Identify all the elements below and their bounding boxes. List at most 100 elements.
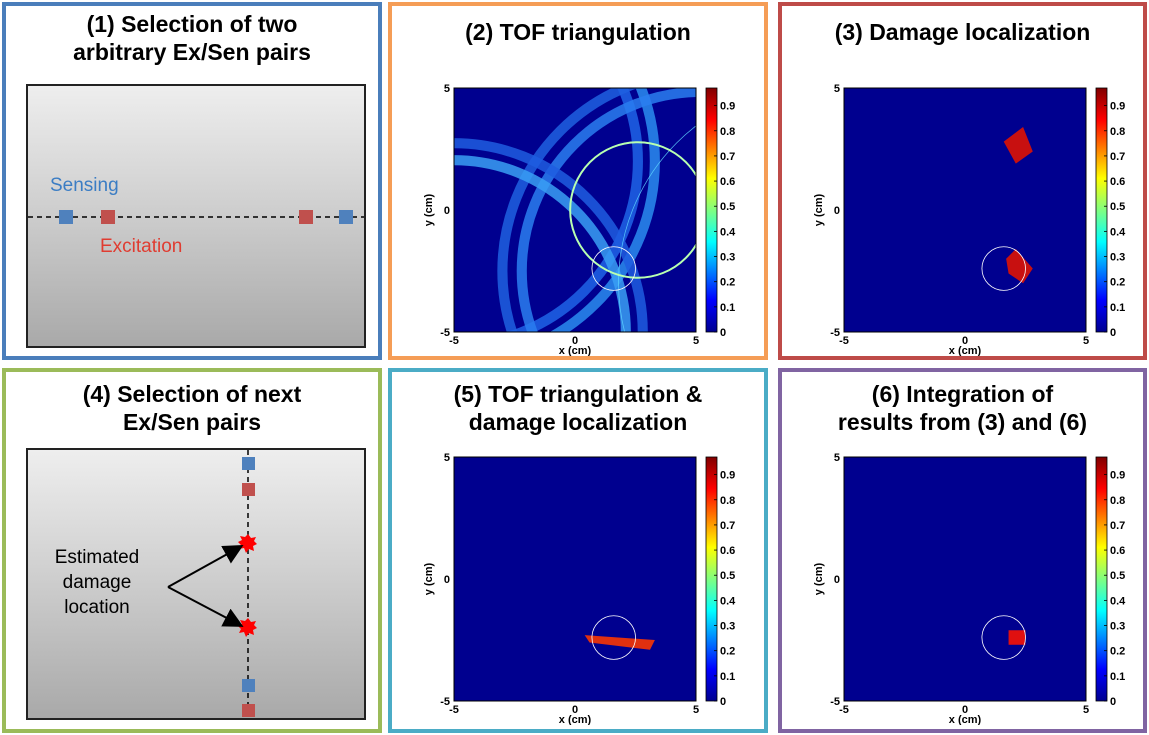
colorbar-tick-label: 0.7 (1110, 151, 1125, 163)
colorbar-tick-label: 0.3 (1110, 621, 1125, 633)
y-tick-label: -5 (440, 696, 450, 708)
colorbar-tick-label: 0.4 (1110, 226, 1126, 238)
colorbar-tick-label: 0 (720, 327, 726, 339)
wave-ring (549, 88, 660, 332)
plot-area (844, 88, 1086, 332)
colorbar-tick-label: 0.9 (720, 470, 735, 482)
wave-ring (618, 125, 696, 332)
sensor-marker (59, 210, 73, 224)
colorbar-tick-label: 0.4 (1110, 595, 1126, 607)
colorbar-tick-label: 0.1 (720, 671, 735, 683)
panel-4-title: (4) Selection of next Ex/Sen pairs (82, 381, 302, 435)
y-tick-label: 5 (444, 452, 450, 464)
y-tick-label: 0 (834, 205, 840, 217)
colorbar-tick-label: 0.8 (720, 126, 735, 138)
colorbar-tick-label: 0.1 (1110, 302, 1125, 314)
arrow (167, 586, 244, 627)
colorbar-tick-label: 0.3 (1110, 252, 1125, 264)
colorbar-tick-label: 0.3 (720, 621, 735, 633)
panel-2: (2) TOF triangulation -5 0 5 5 0 -5 x (cm) y (c… (388, 2, 768, 360)
y-tick-label: -5 (440, 327, 450, 339)
x-tick-label: -5 (449, 704, 459, 716)
plot-area (454, 88, 696, 332)
plot-frame (843, 456, 1087, 702)
damage-region (1003, 127, 1033, 164)
plate-diagram: Sensing Excitation (26, 84, 366, 348)
y-tick-label: 5 (444, 83, 450, 95)
plot-area (844, 457, 1086, 701)
y-tick-label: 0 (444, 574, 450, 586)
colorbar-tick-label: 0.6 (1110, 545, 1125, 557)
y-tick-label: 5 (834, 452, 840, 464)
colorbar-tick-label: 0.5 (720, 201, 735, 213)
damage-region (1006, 249, 1033, 284)
y-axis-label: y (cm) (423, 193, 435, 226)
colorbar-tick-label: 0.9 (1110, 101, 1125, 113)
excitation-label: Excitation (100, 236, 183, 257)
actuator-marker (299, 210, 313, 224)
damage-plot: -5 0 5 5 0 -5 x (cm) y (cm) 0.9 0.8 0.7 0.6 0.5 0.4 0.… (813, 83, 1126, 356)
panel-3: (3) Damage localization -5 0 5 5 0 -5 x (cm) y … (778, 2, 1147, 360)
x-axis-label: x (cm) (949, 714, 982, 725)
colorbar-tick-label: 0.3 (720, 252, 735, 264)
panel-5-title: (5) TOF triangulation & damage localizati… (453, 381, 703, 435)
x-axis-label: x (cm) (559, 345, 592, 356)
colorbar-tick-label: 0.8 (720, 495, 735, 507)
colorbar-tick-label: 0.2 (1110, 646, 1125, 658)
wave-ring (569, 141, 696, 279)
tof-plot: -5 0 5 5 0 -5 x (cm) y (cm) 0.9 0.8 0.7 0.6 0.5 0.4 0.… (423, 83, 736, 356)
colorbar-tick-label: 0.2 (1110, 277, 1125, 289)
y-axis-label: y (cm) (423, 562, 435, 595)
plot-frame (453, 87, 697, 333)
colorbar-tick-label: 0 (1110, 696, 1116, 708)
x-tick-label: -5 (839, 704, 849, 716)
colorbar-tick-label: 0.8 (1110, 495, 1125, 507)
colorbar (705, 456, 718, 702)
integration-plot: -5 0 5 5 0 -5 x (cm) y (cm) 0.9 0.8 0.7 0.6 0.5 0.4 0.… (813, 452, 1126, 725)
wave-ring (506, 88, 643, 332)
plot-frame (453, 456, 697, 702)
wave-ring (497, 88, 639, 332)
x-tick-label: -5 (449, 335, 459, 347)
colorbar-tick-label: 0.5 (1110, 570, 1125, 582)
damage-region (584, 635, 655, 650)
sensing-label: Sensing (50, 175, 119, 196)
y-tick-label: 0 (444, 205, 450, 217)
colorbar-tick-label: 0.9 (1110, 470, 1125, 482)
actuator-marker (101, 210, 115, 224)
damage-circle (981, 615, 1026, 660)
panel-2-title: (2) TOF triangulation (465, 19, 691, 45)
colorbar (1095, 456, 1108, 702)
colorbar-tick-label: 0.8 (1110, 126, 1125, 138)
wave-ring (516, 88, 696, 332)
x-tick-label: 5 (1083, 335, 1089, 347)
sensor-marker (242, 457, 255, 470)
plot-background (844, 457, 1086, 701)
y-tick-label: 5 (834, 83, 840, 95)
damage-region (1008, 630, 1026, 645)
tof-damage-plot: -5 0 5 5 0 -5 x (cm) y (cm) 0.9 0.8 0.7 0.6 0.5 0.4 0.… (423, 452, 736, 725)
colorbar (705, 87, 718, 333)
plate-diagram-next: Estimated damage location (26, 448, 366, 720)
colorbar-tick-label: 0.2 (720, 646, 735, 658)
y-tick-label: 0 (834, 574, 840, 586)
plot-frame (843, 87, 1087, 333)
colorbar-tick-label: 0.7 (720, 151, 735, 163)
x-tick-label: 5 (693, 704, 699, 716)
x-tick-label: 0 (572, 704, 578, 716)
damage-circle (981, 246, 1026, 291)
x-axis-label: x (cm) (559, 714, 592, 725)
plate-svg (28, 210, 364, 224)
damage-circle (591, 615, 636, 660)
colorbar-tick-label: 0.9 (720, 101, 735, 113)
y-tick-label: -5 (830, 327, 840, 339)
x-axis-label: x (cm) (949, 345, 982, 356)
panel-6-title: (6) Integration of results from (3) and (… (837, 381, 1088, 435)
colorbar-tick-label: 0.2 (720, 277, 735, 289)
x-tick-label: 0 (962, 335, 968, 347)
colorbar-tick-label: 0.5 (1110, 201, 1125, 213)
damage-marker (238, 534, 257, 553)
x-tick-label: -5 (839, 335, 849, 347)
arrow (167, 545, 244, 588)
panel-6: (6) Integration of results from (3) and (… (778, 368, 1147, 733)
